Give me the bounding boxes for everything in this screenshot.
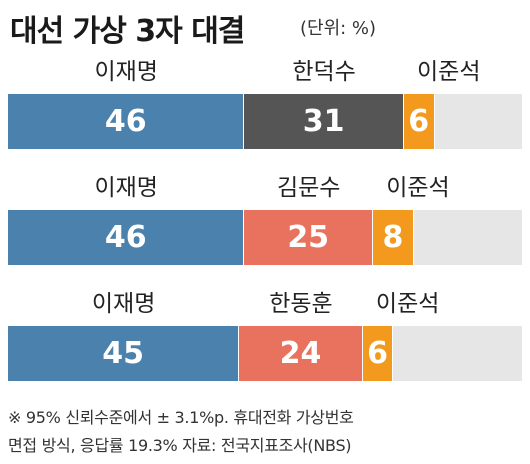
value-label: 46 [104, 104, 147, 139]
bar-segment: 6 [362, 326, 394, 381]
bar-segment: 46 [8, 210, 245, 265]
bar-segment: 45 [8, 326, 240, 381]
candidate-label: 이재명 [91, 291, 156, 317]
candidate-label: 이재명 [94, 59, 158, 85]
chart-title: 대선 가상 3자 대결 [10, 14, 245, 49]
value-label: 45 [102, 336, 145, 371]
value-label: 6 [408, 104, 430, 139]
matchup-block-2: 이재명 김문수 이준석 46 25 8 [0, 168, 530, 265]
candidate-label: 이재명 [94, 175, 158, 201]
value-label: 6 [367, 336, 388, 371]
stacked-bar-2: 46 25 8 [8, 210, 522, 265]
candidate-labels-3: 이재명 한동훈 이준석 [0, 284, 530, 322]
matchup-block-3: 이재명 한동훈 이준석 45 24 6 [0, 284, 530, 381]
candidate-label: 김문수 [276, 175, 341, 201]
candidate-label: 이준석 [375, 291, 440, 317]
candidate-label: 이준석 [386, 175, 450, 201]
value-label: 8 [382, 220, 404, 255]
candidate-label: 한덕수 [292, 59, 356, 85]
unit-label: (단위: %) [300, 18, 377, 39]
bar-segment: 31 [244, 94, 404, 149]
bar-segment: 46 [8, 94, 245, 149]
candidate-label: 이준석 [417, 59, 481, 85]
candidate-labels-1: 이재명 한덕수 이준석 [0, 52, 530, 90]
candidate-label: 한동훈 [269, 291, 333, 317]
candidate-labels-2: 이재명 김문수 이준석 [0, 168, 530, 206]
bar-segment: 24 [239, 326, 363, 381]
bar-segment: 8 [372, 210, 415, 265]
bar-segment: 6 [403, 94, 435, 149]
value-label: 46 [104, 220, 147, 255]
stacked-bar-3: 45 24 6 [8, 326, 522, 381]
matchup-block-1: 이재명 한덕수 이준석 46 31 6 [0, 52, 530, 149]
value-label: 24 [279, 336, 322, 371]
value-label: 31 [302, 104, 345, 139]
footnote-line-2: 면접 방식, 응답률 19.3% 자료: 전국지표조사(NBS) [8, 436, 352, 455]
value-label: 25 [287, 220, 330, 255]
footnote-line-1: ※ 95% 신뢰수준에서 ± 3.1%p. 휴대전화 가상번호 [8, 408, 354, 427]
bar-segment: 25 [244, 210, 373, 265]
stacked-bar-1: 46 31 6 [8, 94, 522, 149]
